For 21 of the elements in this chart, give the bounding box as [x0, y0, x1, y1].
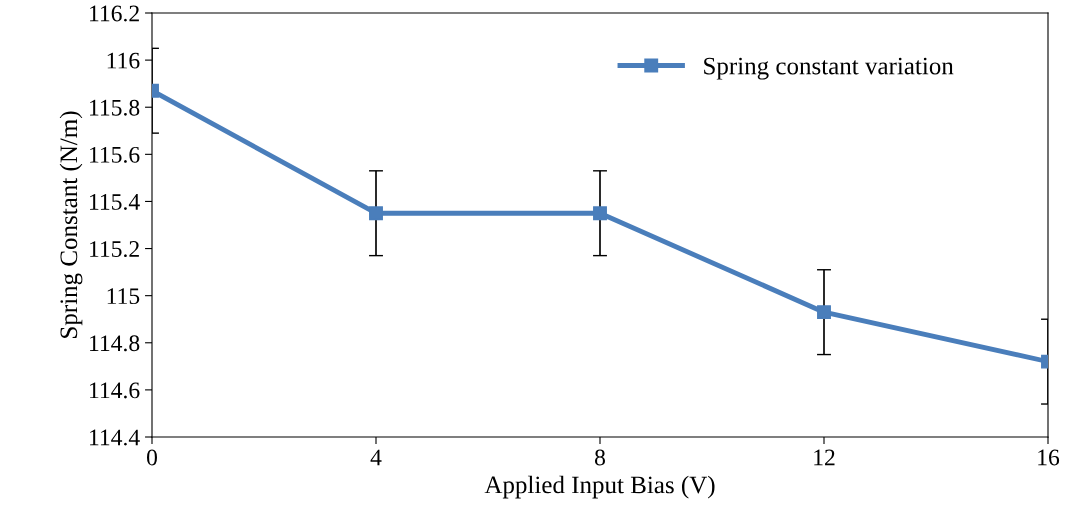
x-tick-label: 4	[370, 449, 382, 466]
point	[593, 206, 607, 221]
x-tick-label: 0	[147, 449, 157, 466]
x-tick-label: 16	[1038, 449, 1060, 466]
y-tick-label: 115.6	[90, 146, 140, 163]
point	[817, 305, 831, 320]
x-tick-label: 12	[814, 449, 835, 466]
y-tick-label: 115.8	[90, 99, 140, 116]
y-tick-label: 114.6	[90, 382, 140, 399]
y-tick-label: 115.2	[90, 241, 139, 258]
x-axis-title: Applied Input Bias (V)	[484, 475, 715, 499]
y-tick-label: 114.8	[90, 335, 140, 352]
y-tick-label: 114.4	[90, 429, 140, 446]
y-tick-label: 116	[107, 52, 140, 69]
x-tick-label: 8	[595, 449, 605, 466]
y-axis-title: Spring Constant (N/m)	[59, 111, 83, 338]
legend-label: Spring constant variation	[704, 57, 954, 80]
y-tick-label: 116.2	[90, 5, 139, 22]
point	[369, 206, 383, 221]
y-tick-label: 115.4	[90, 194, 140, 210]
y-tick-label: 115	[107, 288, 140, 305]
